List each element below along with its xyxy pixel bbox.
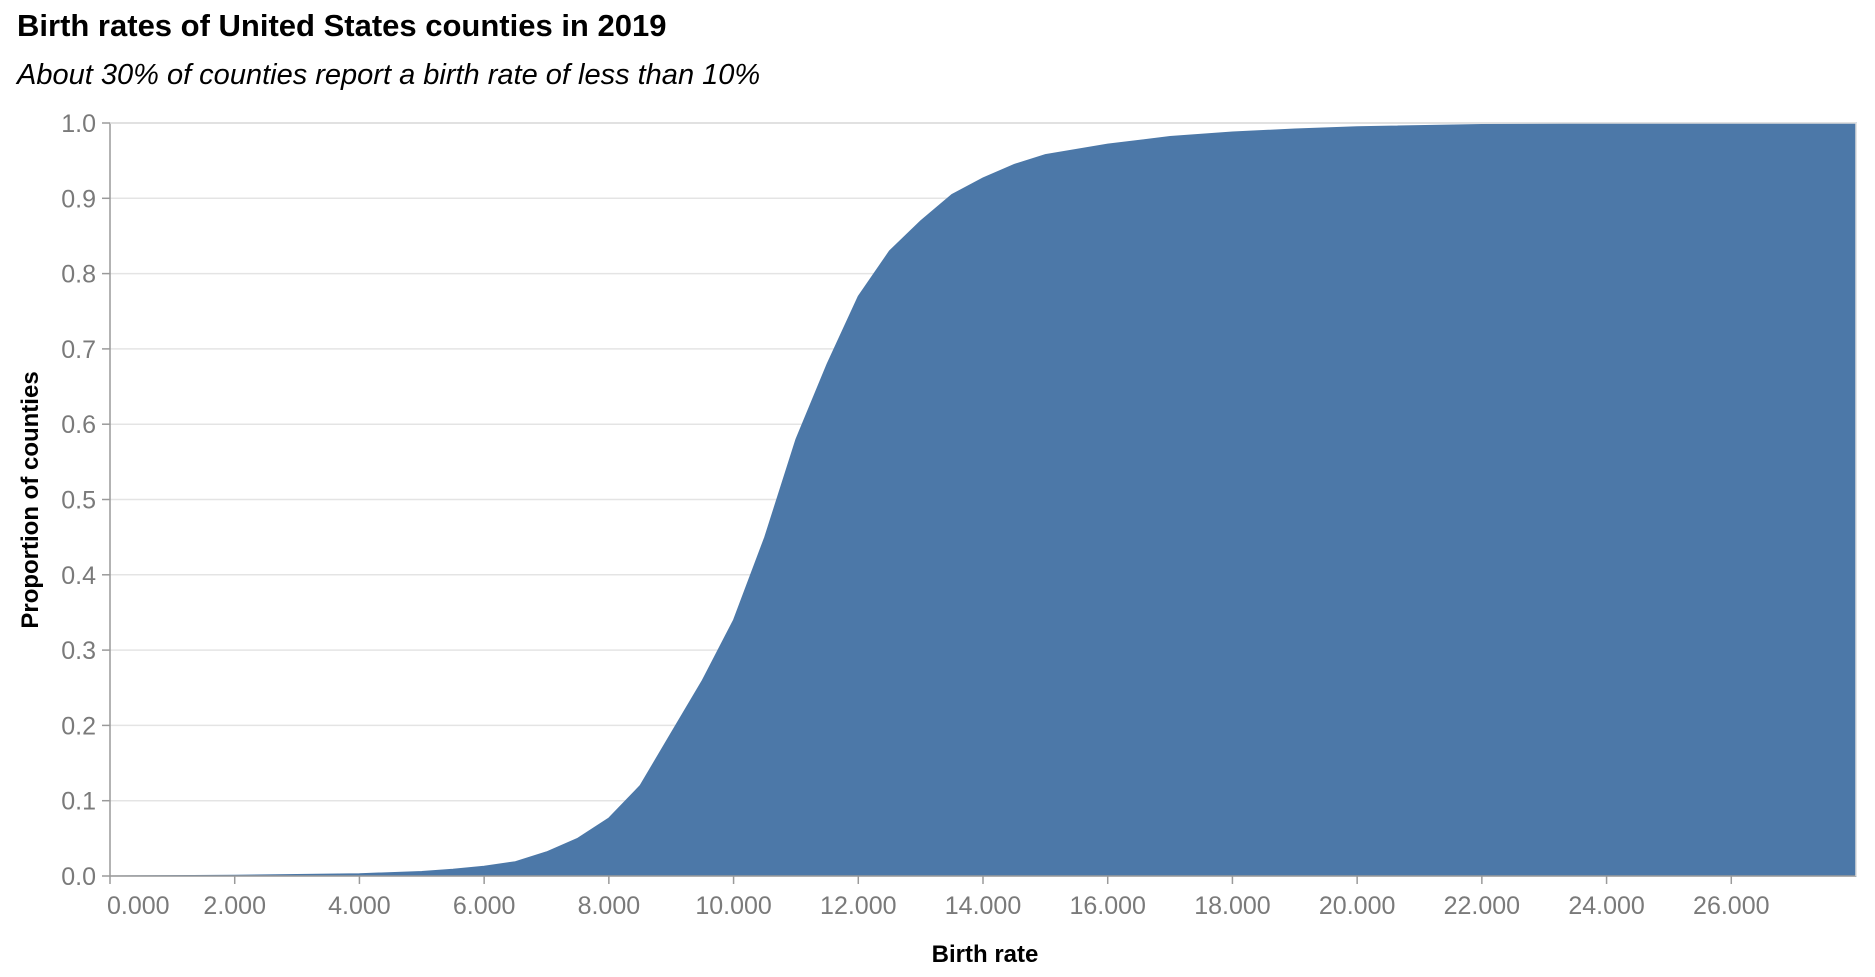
x-tick-label: 16.000: [1069, 892, 1145, 920]
x-tick-label: 18.000: [1194, 892, 1270, 920]
y-tick-label: 0.6: [61, 411, 96, 439]
y-tick-label: 0.2: [61, 712, 96, 740]
y-tick-label: 0.7: [61, 336, 96, 364]
y-tick-label: 0.3: [61, 637, 96, 665]
y-tick-label: 0.0: [61, 863, 96, 891]
x-tick-label: 6.000: [453, 892, 516, 920]
plot-area: [109, 122, 1857, 877]
y-tick-label: 0.1: [61, 788, 96, 816]
y-tick-label: 0.4: [61, 562, 96, 590]
x-tick-label: 20.000: [1319, 892, 1395, 920]
x-tick-label: 14.000: [945, 892, 1021, 920]
x-tick-label: 22.000: [1444, 892, 1520, 920]
x-tick-label: 8.000: [578, 892, 641, 920]
x-tick-label: 0.000: [107, 892, 170, 920]
y-axis-title: Proportion of counties: [17, 371, 44, 628]
x-tick-label: 26.000: [1693, 892, 1769, 920]
chart-subtitle: About 30% of counties report a birth rat…: [17, 59, 761, 91]
x-tick-label: 4.000: [328, 892, 391, 920]
y-tick-label: 1.0: [61, 110, 96, 138]
cdf-area: [109, 122, 1857, 877]
axes: 0.0 0.1 0.2 0.3 0.4 0.5 0.6 0.7 0.8 0.9 1.0 0.000 2.…: [61, 110, 1857, 920]
x-axis-title: Birth rate: [932, 941, 1039, 968]
x-tick-label: 10.000: [695, 892, 771, 920]
y-tick-label: 0.9: [61, 185, 96, 213]
y-tick-label: 0.8: [61, 261, 96, 289]
chart-title: Birth rates of United States counties in…: [17, 8, 667, 43]
x-tick-label: 2.000: [203, 892, 266, 920]
y-tick-label: 0.5: [61, 487, 96, 515]
x-tick-label: 24.000: [1568, 892, 1644, 920]
x-tick-label: 12.000: [820, 892, 896, 920]
